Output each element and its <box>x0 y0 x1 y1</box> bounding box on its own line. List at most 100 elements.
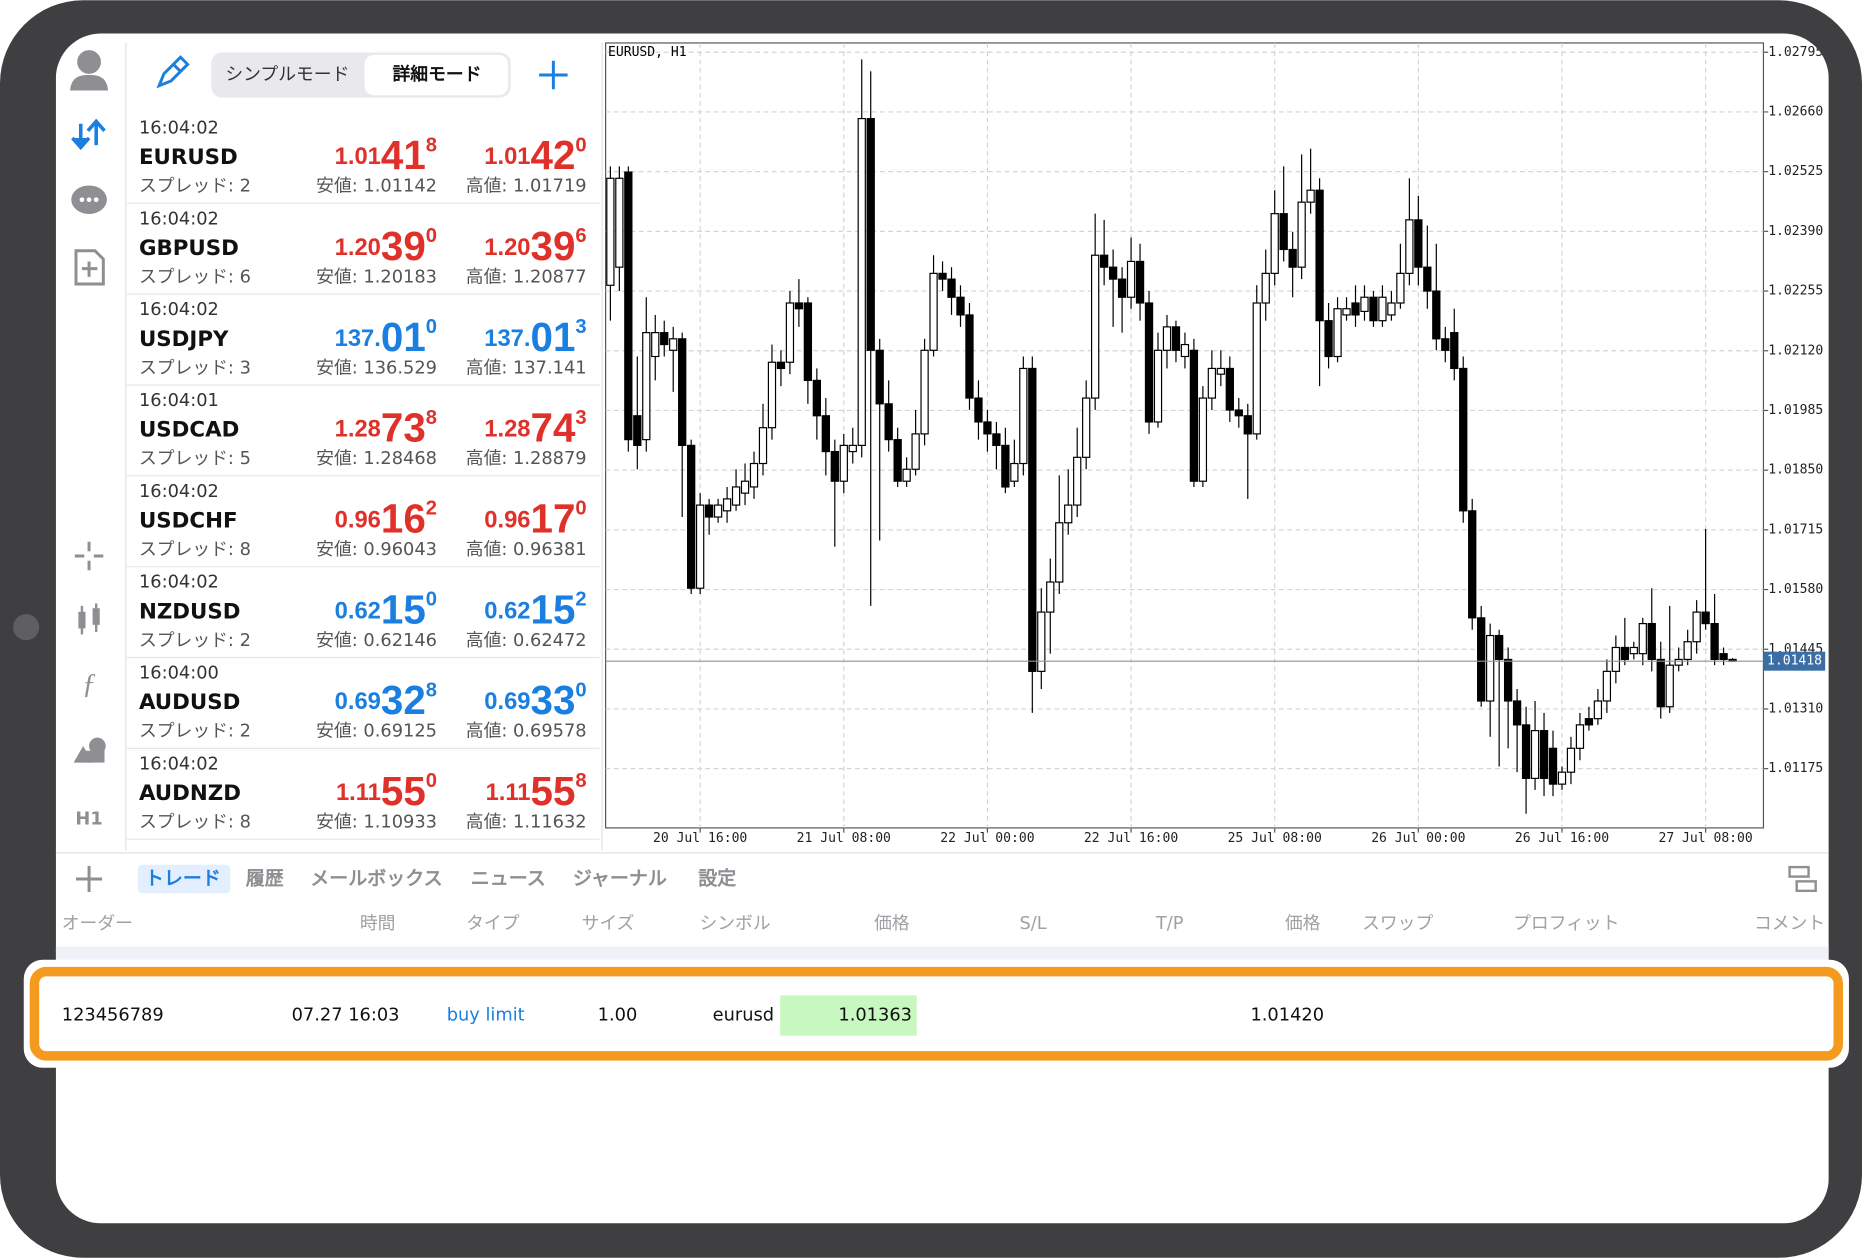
column-header: オーダー <box>62 913 133 934</box>
quotes-icon[interactable] <box>71 118 106 151</box>
tab[interactable]: トレード <box>145 867 221 889</box>
quote-symbol[interactable]: USDCAD <box>139 418 239 443</box>
tab-bar: トレード 履歴 メールボックス ニュース ジャーナル 設定 <box>137 864 736 894</box>
quote-ask-part: 74 <box>531 404 576 450</box>
quote-bid-part: 41 <box>381 132 426 178</box>
indicator-icon[interactable]: ƒ <box>82 669 96 700</box>
candle-body <box>1189 349 1199 482</box>
quote-bid[interactable]: 0.69328 <box>335 677 437 723</box>
quote-bid[interactable]: 0.96162 <box>335 495 437 541</box>
quote-ask[interactable]: 1.01420 <box>484 132 586 178</box>
candle-body <box>606 177 615 286</box>
quote-ask[interactable]: 137.013 <box>484 314 586 360</box>
tab[interactable]: ジャーナル <box>573 867 667 889</box>
quote-ask[interactable]: 0.69330 <box>484 677 586 723</box>
candle-body <box>1315 189 1324 322</box>
candle-body <box>1486 634 1495 702</box>
candle-body <box>965 314 974 399</box>
tab[interactable]: 設定 <box>698 867 736 889</box>
y-tick-label: 1.02390 <box>1768 224 1823 239</box>
candle-body <box>794 302 804 310</box>
order-row[interactable]: 123456789 07.27 16:03 buy limit 1.00 eurusd 1… <box>62 1005 1324 1026</box>
candle-body <box>776 361 786 370</box>
column-header: T/P <box>1155 913 1184 934</box>
candle-body <box>1099 254 1109 268</box>
candle-body <box>1405 219 1414 274</box>
quote-bid-part: 55 <box>381 768 426 814</box>
timeframe-button[interactable]: H1 <box>75 809 102 830</box>
quote-ask[interactable]: 1.11558 <box>486 768 587 814</box>
tab[interactable]: メールボックス <box>310 867 442 889</box>
candle-body <box>1091 254 1100 399</box>
new-order-icon[interactable] <box>74 249 105 286</box>
quote-ask-part: 55 <box>531 768 576 814</box>
quote-low: 安値: 1.10933 <box>316 812 437 833</box>
quote-ask[interactable]: 0.96170 <box>484 495 586 541</box>
plot-area <box>605 42 1764 828</box>
quote-symbol[interactable]: USDCHF <box>139 509 238 534</box>
mode-detail[interactable]: 詳細モード <box>393 63 482 85</box>
quote-time: 16:04:02 <box>139 117 219 138</box>
quote-bid[interactable]: 0.62150 <box>335 586 437 632</box>
edit-icon[interactable] <box>156 55 190 89</box>
tab[interactable]: ニュース <box>471 867 546 889</box>
quote-spread: スプレッド: 2 <box>139 630 251 651</box>
candle-body <box>983 421 992 435</box>
quote-bid[interactable]: 1.20390 <box>335 223 437 269</box>
quote-bid[interactable]: 137.010 <box>335 314 437 360</box>
quote-bid-part: 137. <box>335 325 381 352</box>
quote-symbol[interactable]: USDJPY <box>139 327 229 352</box>
quote-high: 高値: 1.20877 <box>466 267 587 288</box>
objects-icon[interactable] <box>73 737 106 763</box>
candle-body <box>1432 290 1441 340</box>
quote-bid-part: 01 <box>381 314 426 360</box>
layout-icon[interactable] <box>1788 865 1817 893</box>
quote-low: 安値: 1.01142 <box>316 176 437 197</box>
candle-body <box>992 433 1001 446</box>
add-tab-button[interactable] <box>76 865 103 893</box>
quote-symbol[interactable]: AUDUSD <box>139 690 240 715</box>
add-symbol-button[interactable] <box>539 60 568 90</box>
candle-body <box>1701 611 1710 625</box>
crosshair-icon[interactable] <box>74 541 104 571</box>
quote-spread: スプレッド: 2 <box>139 721 251 742</box>
quote-bid-part: 39 <box>381 223 426 269</box>
quote-ask[interactable]: 0.62152 <box>484 586 586 632</box>
quote-ask[interactable]: 1.20396 <box>484 223 586 269</box>
quote-ask-part: 3 <box>575 316 586 338</box>
quote-spread: スプレッド: 5 <box>139 448 251 469</box>
candle-body <box>1135 260 1145 304</box>
candle-body <box>974 397 983 423</box>
candle-body <box>722 498 732 512</box>
tab[interactable]: 履歴 <box>246 867 284 889</box>
candle-body <box>1459 367 1468 512</box>
quote-high: 高値: 0.69578 <box>466 721 587 742</box>
quote-symbol[interactable]: AUDNZD <box>139 781 241 806</box>
candle-body <box>1234 409 1243 417</box>
column-header: 価格 <box>874 913 910 934</box>
quote-bid[interactable]: 1.01418 <box>335 132 437 178</box>
quote-ask-part: 17 <box>531 495 576 541</box>
account-icon[interactable] <box>70 50 109 91</box>
quote-ask[interactable]: 1.28743 <box>484 404 586 450</box>
quote-bid[interactable]: 1.28738 <box>335 404 437 450</box>
candle-body <box>1566 747 1576 773</box>
candle-body <box>669 338 678 351</box>
candle-body <box>839 444 848 482</box>
quote-bid[interactable]: 1.11550 <box>336 768 437 814</box>
quote-symbol[interactable]: EURUSD <box>139 145 238 170</box>
quote-symbol[interactable]: GBPUSD <box>139 236 239 261</box>
chart-type-icon[interactable] <box>78 603 100 635</box>
mode-simple[interactable]: シンプルモード <box>225 64 349 85</box>
quote-time: 16:04:02 <box>139 572 219 593</box>
chat-icon[interactable] <box>71 185 107 214</box>
quote-ask-part: 0 <box>575 498 586 520</box>
quote-symbol[interactable]: NZDUSD <box>139 599 241 624</box>
quote-ask-part: 33 <box>531 677 576 723</box>
last-price-label: 1.01418 <box>1767 654 1822 669</box>
quote-bid-part: 1.28 <box>335 416 381 443</box>
quote-bid-part: 73 <box>381 404 426 450</box>
candle-body <box>1306 189 1315 203</box>
quote-low: 安値: 0.96043 <box>316 539 437 560</box>
